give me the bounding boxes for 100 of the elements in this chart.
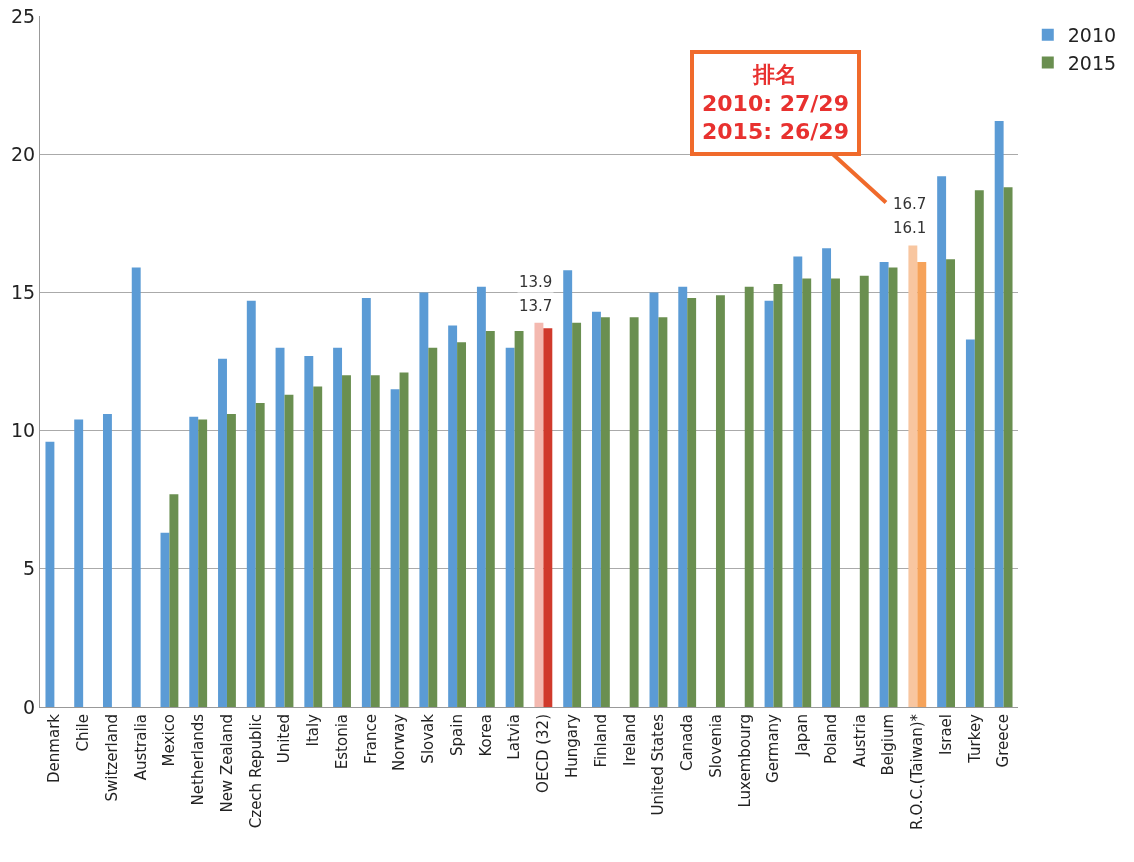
x-tick-label: Czech Republic xyxy=(246,714,265,829)
x-tick-label: Belgium xyxy=(879,714,898,776)
x-tick-label: Israel xyxy=(936,714,955,755)
bar xyxy=(284,394,294,707)
y-tick-label: 20 xyxy=(11,142,36,165)
bar xyxy=(169,494,179,707)
x-tick-label: Austria xyxy=(850,714,869,767)
bar xyxy=(994,121,1004,707)
bar xyxy=(793,256,803,707)
legend-label: 2015 xyxy=(1067,51,1117,74)
bar xyxy=(600,317,610,707)
x-tick-label: Spain xyxy=(447,714,466,756)
bar xyxy=(534,322,544,707)
bar xyxy=(563,270,573,707)
x-tick-label: Mexico xyxy=(160,714,179,767)
bar xyxy=(428,347,438,707)
x-tick-label: Australia xyxy=(131,714,150,781)
bar xyxy=(859,275,869,707)
bar xyxy=(649,292,659,707)
bar xyxy=(505,347,515,707)
x-tick-label: Canada xyxy=(678,714,697,772)
x-tick-label: Norway xyxy=(390,713,409,771)
bar xyxy=(476,286,486,707)
bar xyxy=(218,358,227,707)
bar xyxy=(908,245,918,707)
x-tick-label: Denmark xyxy=(45,713,64,783)
bar xyxy=(715,295,725,707)
x-tick-label: R.O.C.(Taiwan)* xyxy=(908,713,927,831)
bar xyxy=(802,278,812,707)
x-tick-label: Switzerland xyxy=(102,714,121,802)
bar xyxy=(591,311,601,707)
bar xyxy=(390,389,400,707)
bar xyxy=(514,331,524,707)
bar xyxy=(974,190,984,707)
bar xyxy=(189,416,199,707)
x-tick-label: Latvia xyxy=(505,714,524,760)
x-tick-label: United xyxy=(275,714,294,764)
x-tick-label: Germany xyxy=(764,713,783,783)
bar xyxy=(448,325,458,707)
data-label: 16.7 xyxy=(893,195,927,213)
x-tick-label: Netherlands xyxy=(189,713,208,806)
bar xyxy=(485,331,495,707)
x-tick-label: Turkey xyxy=(965,713,984,764)
data-label: 13.7 xyxy=(519,297,553,315)
bar xyxy=(879,262,889,707)
y-tick-label: 5 xyxy=(23,557,36,580)
bar xyxy=(822,248,832,707)
x-tick-label: Chile xyxy=(74,714,93,752)
bar xyxy=(888,267,898,707)
bar xyxy=(275,347,285,707)
bar xyxy=(342,375,351,707)
x-tick-label: Greece xyxy=(994,714,1013,768)
bar xyxy=(226,414,236,707)
x-tick-label: New Zealand xyxy=(217,714,236,813)
y-tick-label: 25 xyxy=(11,4,36,27)
bar xyxy=(160,532,170,707)
data-label: 13.9 xyxy=(519,273,553,291)
x-tick-label: Finland xyxy=(591,714,610,768)
bar xyxy=(687,297,697,707)
x-tick-label: Korea xyxy=(476,714,495,757)
bar xyxy=(457,342,467,707)
annotation: 排名 2010: 27/29 2015: 26/29 xyxy=(702,62,849,145)
bar xyxy=(965,339,975,707)
bar xyxy=(629,317,639,707)
bar xyxy=(419,292,429,707)
x-tick-label: United States xyxy=(649,713,668,816)
y-tick-label: 0 xyxy=(23,695,36,718)
legend-label: 2010 xyxy=(1067,24,1117,47)
bar xyxy=(102,414,112,707)
bar xyxy=(678,286,688,707)
x-tick-label: Slovak xyxy=(419,713,438,764)
bar xyxy=(831,278,840,707)
bar xyxy=(764,300,774,707)
bar xyxy=(45,441,55,707)
bar xyxy=(399,372,409,707)
bar xyxy=(246,300,256,707)
bar xyxy=(658,317,668,707)
bar xyxy=(131,267,141,707)
bar xyxy=(1003,187,1013,707)
x-tick-label: Ireland xyxy=(620,714,639,766)
bar xyxy=(543,328,553,707)
bar xyxy=(198,419,208,707)
bar xyxy=(744,286,754,707)
y-tick-label: 10 xyxy=(11,419,36,442)
x-tick-label: Japan xyxy=(793,714,812,757)
bar xyxy=(333,347,343,707)
bar xyxy=(572,322,582,707)
x-tick-label: Slovenia xyxy=(706,714,725,778)
bar xyxy=(74,419,84,707)
x-tick-label: Italy xyxy=(304,713,323,747)
x-tick-label: Luxembourg xyxy=(735,714,754,808)
x-tick-label: Hungary xyxy=(563,713,582,779)
x-tick-label: OECD (32) xyxy=(534,714,553,793)
bar xyxy=(255,402,265,707)
bar xyxy=(370,375,380,707)
x-tick-label: France xyxy=(361,714,380,764)
bar xyxy=(313,386,323,707)
x-tick-label: Estonia xyxy=(332,714,351,770)
data-label: 16.1 xyxy=(893,219,927,237)
x-tick-label: Poland xyxy=(821,714,840,765)
